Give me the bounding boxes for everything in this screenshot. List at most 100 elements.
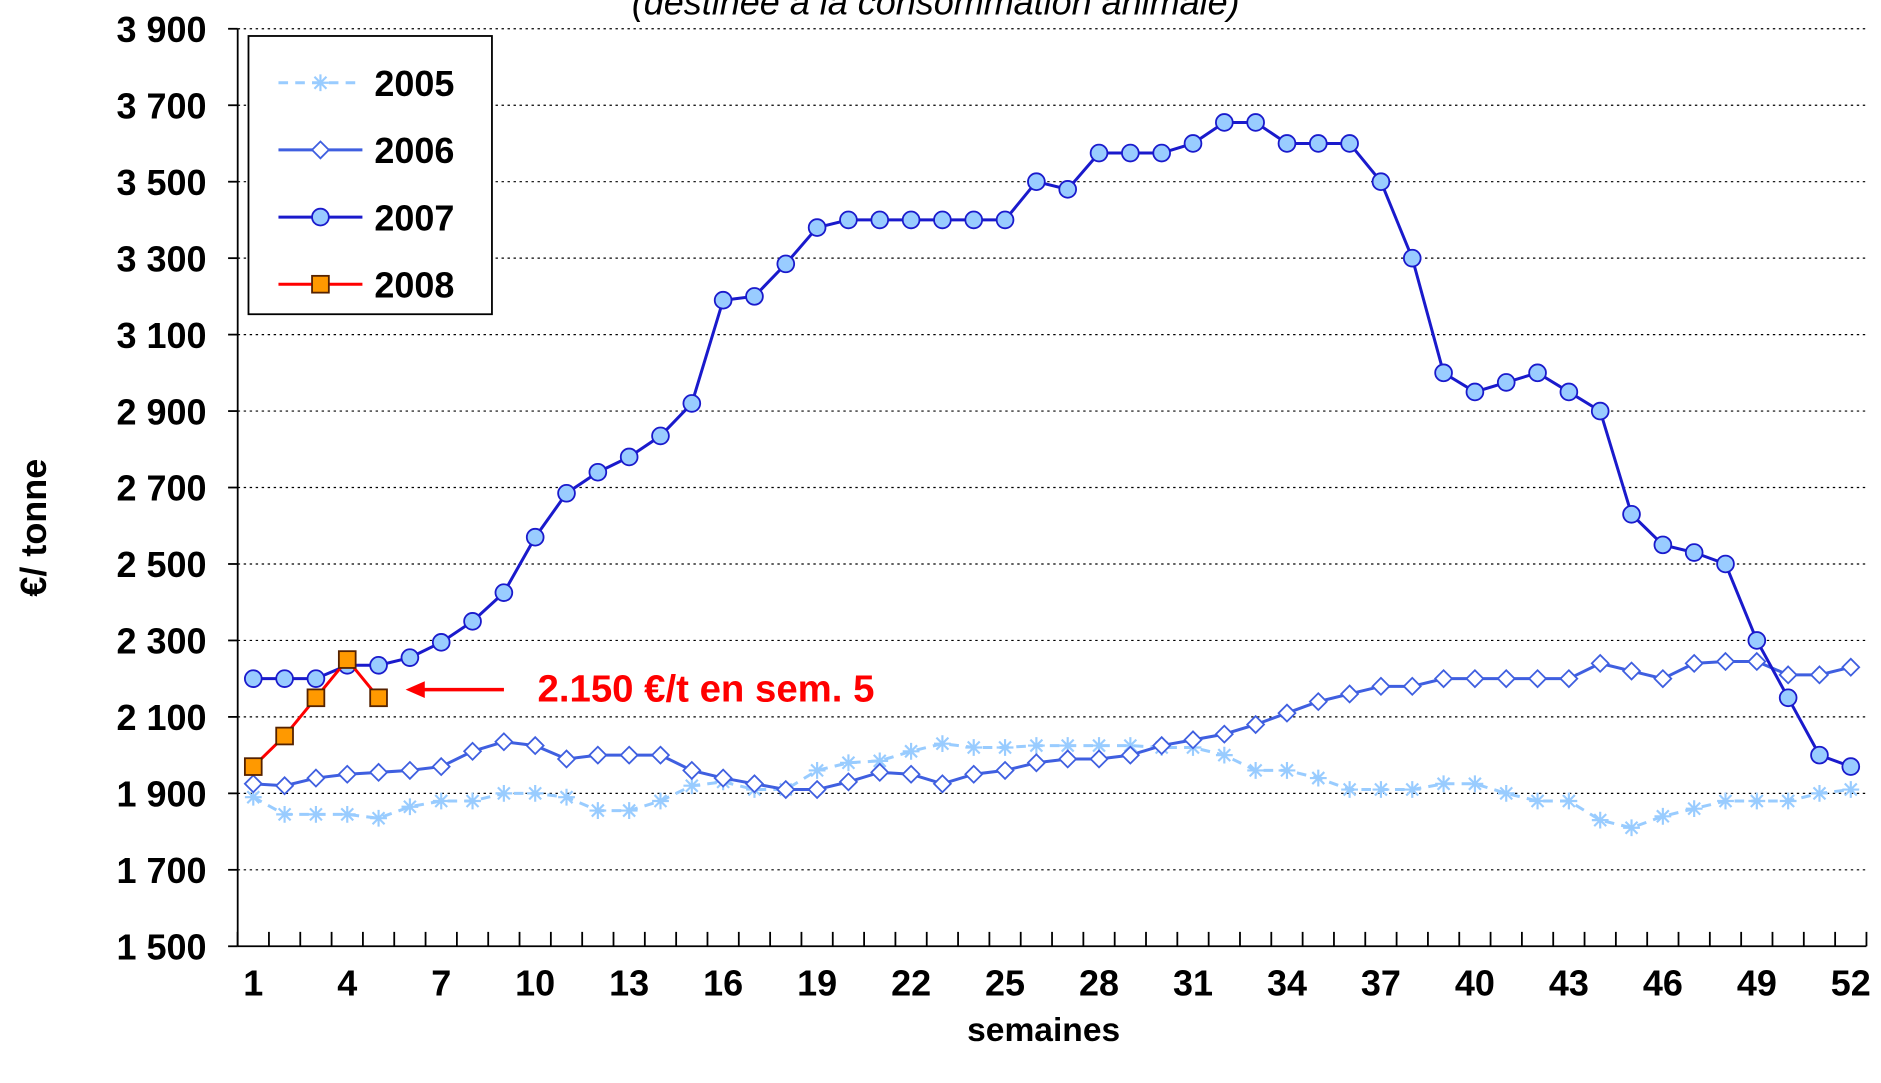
- marker: [431, 756, 451, 777]
- marker: [1748, 792, 1766, 810]
- marker: [275, 669, 294, 688]
- marker: [1559, 669, 1579, 689]
- x-tick-label: 46: [1643, 962, 1683, 1003]
- y-tick-label: 3 500: [116, 162, 206, 203]
- marker: [1497, 784, 1515, 802]
- marker: [1058, 749, 1078, 769]
- marker: [400, 648, 420, 667]
- marker: [1496, 669, 1516, 689]
- marker: [275, 726, 294, 746]
- marker: [1434, 363, 1453, 383]
- marker: [807, 779, 827, 800]
- marker: [244, 788, 262, 806]
- y-tick-label: 2 300: [116, 621, 206, 662]
- marker: [713, 768, 733, 788]
- marker: [588, 462, 608, 482]
- x-tick-label: 22: [891, 962, 931, 1003]
- marker: [964, 764, 984, 784]
- marker: [745, 287, 764, 306]
- y-tick-label: 3 300: [116, 238, 206, 279]
- marker: [902, 742, 920, 760]
- marker: [1027, 172, 1046, 191]
- annotation: 2.150 €/t en sem. 5: [538, 668, 875, 711]
- marker: [370, 809, 387, 827]
- marker: [1403, 781, 1421, 798]
- y-tick-label: 3 700: [116, 85, 206, 126]
- marker: [1340, 134, 1359, 153]
- marker: [1435, 775, 1452, 793]
- marker: [1402, 676, 1422, 696]
- marker: [870, 210, 890, 230]
- marker: [1183, 134, 1203, 153]
- marker: [838, 772, 859, 792]
- marker: [744, 774, 765, 794]
- marker: [1559, 382, 1579, 402]
- subtitle: (destinée à la consommation animale): [632, 0, 1240, 22]
- x-tick-label: 7: [431, 962, 451, 1003]
- marker: [494, 732, 514, 752]
- marker: [1590, 401, 1610, 421]
- marker: [995, 210, 1015, 230]
- marker: [1778, 688, 1798, 708]
- marker: [337, 650, 357, 669]
- x-tick-label: 10: [515, 962, 555, 1003]
- marker: [401, 798, 419, 816]
- marker: [1653, 535, 1673, 555]
- marker: [1717, 792, 1734, 810]
- marker: [1152, 735, 1172, 756]
- series-line: [253, 120, 1852, 769]
- marker: [588, 745, 608, 765]
- marker: [1841, 757, 1861, 776]
- marker: [1623, 819, 1640, 837]
- marker: [369, 688, 388, 708]
- marker: [776, 779, 796, 800]
- marker: [1089, 749, 1109, 769]
- marker: [1529, 792, 1546, 810]
- marker: [932, 774, 953, 794]
- legend-box: [247, 35, 493, 316]
- marker: [1684, 543, 1704, 562]
- marker: [871, 752, 889, 770]
- marker: [1747, 631, 1767, 650]
- marker: [1810, 745, 1829, 765]
- marker: [1560, 792, 1578, 810]
- annotation-arrowhead: [405, 681, 425, 699]
- marker: [243, 757, 263, 776]
- y-tick-label: 2 700: [116, 468, 206, 509]
- marker: [1591, 811, 1609, 829]
- marker: [1528, 363, 1547, 383]
- marker: [1152, 143, 1171, 163]
- marker: [1339, 684, 1360, 704]
- marker: [1059, 737, 1077, 754]
- marker: [619, 745, 639, 765]
- marker: [307, 805, 325, 823]
- series-line: [253, 659, 1852, 792]
- legend-label: 2005: [374, 63, 454, 104]
- marker: [1496, 373, 1516, 392]
- marker: [1277, 134, 1297, 153]
- legend-marker: [312, 74, 329, 92]
- x-tick-label: 28: [1079, 962, 1119, 1003]
- marker: [1308, 134, 1328, 153]
- marker: [462, 741, 483, 761]
- marker: [1089, 143, 1109, 163]
- marker: [1842, 781, 1860, 798]
- marker: [1183, 730, 1203, 750]
- marker: [1466, 775, 1484, 793]
- marker: [1371, 676, 1391, 696]
- x-tick-label: 13: [609, 962, 649, 1003]
- marker: [840, 754, 857, 772]
- marker: [306, 688, 326, 708]
- marker: [1841, 657, 1861, 677]
- marker: [1715, 651, 1736, 672]
- marker: [276, 805, 294, 823]
- marker: [1278, 762, 1296, 779]
- marker: [1277, 703, 1297, 723]
- marker: [243, 669, 263, 688]
- marker: [965, 739, 983, 756]
- marker: [1779, 792, 1797, 810]
- marker: [1090, 737, 1108, 754]
- marker: [964, 210, 984, 230]
- x-tick-label: 19: [797, 962, 837, 1003]
- marker: [1465, 382, 1485, 402]
